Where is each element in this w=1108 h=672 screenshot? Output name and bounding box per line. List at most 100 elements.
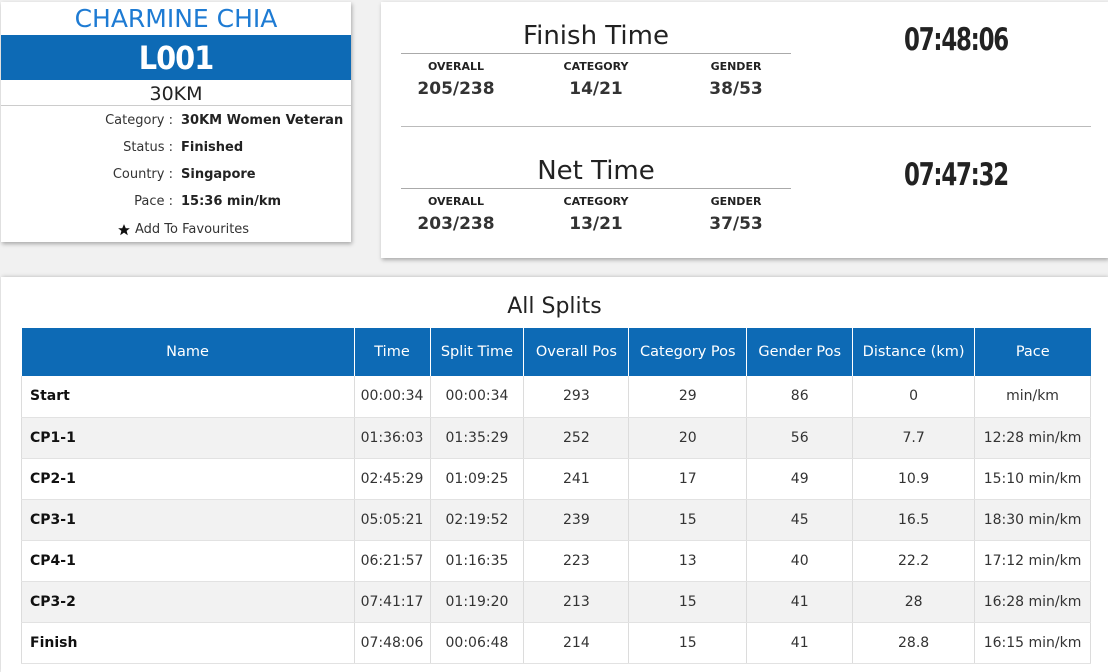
table-cell: 18:30 min/km (974, 499, 1091, 541)
info-value: Singapore (181, 167, 256, 182)
info-row-pace: Pace : 15:36 min/km (1, 193, 351, 211)
net-category: CATEGORY 13/21 (526, 189, 666, 235)
table-cell: 213 (523, 581, 630, 623)
pos-label: CATEGORY (563, 195, 629, 208)
finish-time-value: 07:48:06 (904, 22, 1009, 58)
athlete-card: CHARMINE CHIA L001 30KM Category : 30KM … (1, 2, 351, 242)
table-cell: 15 (628, 622, 748, 664)
finish-category: CATEGORY 14/21 (526, 54, 666, 100)
table-cell: 10.9 (852, 458, 976, 500)
table-cell: 239 (523, 499, 630, 541)
column-header-category-pos[interactable]: Category Pos (628, 328, 748, 376)
finish-time-title: Finish Time (401, 6, 791, 54)
add-to-favourites-link[interactable]: Add To Favourites (117, 221, 249, 239)
table-cell: 17:12 min/km (974, 540, 1091, 582)
table-row: Start 00:00:34 00:00:34 293 29 86 0 min/km (21, 376, 1091, 418)
bib-number: L001 (1, 35, 351, 80)
table-cell: 16:28 min/km (974, 581, 1091, 623)
net-time-title: Net Time (401, 141, 791, 189)
info-value: 15:36 min/km (181, 194, 282, 209)
table-cell: 22.2 (852, 540, 976, 582)
table-cell: 49 (746, 458, 854, 500)
table-cell: 252 (523, 417, 630, 459)
table-cell: 07:41:17 (354, 581, 431, 623)
finish-overall: OVERALL 205/238 (386, 54, 526, 100)
info-label: Status : (123, 140, 173, 155)
finish-gender: GENDER 38/53 (666, 54, 806, 100)
table-cell: CP2-1 (21, 458, 355, 500)
table-cell: 07:48:06 (354, 622, 431, 664)
table-cell: 01:19:20 (430, 581, 525, 623)
info-value: Finished (181, 140, 244, 155)
table-cell: 13 (628, 540, 748, 582)
table-cell: 56 (746, 417, 854, 459)
table-cell: 02:45:29 (354, 458, 431, 500)
finish-positions: OVERALL 205/238 CATEGORY 14/21 GENDER 38… (386, 54, 806, 100)
table-cell: 12:28 min/km (974, 417, 1091, 459)
table-cell: 28.8 (852, 622, 976, 664)
info-value: 30KM Women Veteran (181, 113, 344, 128)
pos-label: OVERALL (427, 60, 485, 73)
pos-label: GENDER (710, 195, 762, 208)
table-cell: min/km (974, 376, 1091, 418)
pos-value: 203/238 (417, 214, 495, 234)
table-cell: 214 (523, 622, 630, 664)
table-cell: 16:15 min/km (974, 622, 1091, 664)
table-cell: 01:09:25 (430, 458, 525, 500)
column-header-gender-pos[interactable]: Gender Pos (746, 328, 854, 376)
table-row: CP3-2 07:41:17 01:19:20 213 15 41 28 16:28 min/… (21, 581, 1091, 623)
splits-header-row: Name Time Split Time Overall Pos Categor… (21, 328, 1091, 376)
table-cell: Start (21, 376, 355, 418)
column-header-time[interactable]: Time (354, 328, 431, 376)
net-time-block: Net Time OVERALL 203/238 CATEGORY 13/21 … (401, 141, 791, 235)
column-header-overall-pos[interactable]: Overall Pos (523, 328, 630, 376)
info-label: Pace : (134, 194, 173, 209)
pos-value: 37/53 (709, 214, 763, 234)
pos-label: OVERALL (427, 195, 485, 208)
table-cell: 28 (852, 581, 976, 623)
table-cell: 40 (746, 540, 854, 582)
table-cell: 01:35:29 (430, 417, 525, 459)
pos-value: 13/21 (569, 214, 623, 234)
splits-table: Name Time Split Time Overall Pos Categor… (21, 328, 1091, 664)
table-cell: 00:06:48 (430, 622, 525, 664)
add-to-favourites-label: Add To Favourites (135, 222, 250, 237)
net-positions: OVERALL 203/238 CATEGORY 13/21 GENDER 37… (386, 189, 806, 235)
table-cell: 15 (628, 499, 748, 541)
column-header-pace[interactable]: Pace (974, 328, 1091, 376)
table-row: Finish 07:48:06 00:06:48 214 15 41 28.8 16:15 m… (21, 622, 1091, 664)
table-cell: 05:05:21 (354, 499, 431, 541)
table-cell: 15:10 min/km (974, 458, 1091, 500)
net-gender: GENDER 37/53 (666, 189, 806, 235)
table-cell: 02:19:52 (430, 499, 525, 541)
table-cell: 01:36:03 (354, 417, 431, 459)
race-distance: 30KM (1, 80, 351, 106)
table-row: CP2-1 02:45:29 01:09:25 241 17 49 10.9 15:10 mi… (21, 458, 1091, 500)
table-row: CP1-1 01:36:03 01:35:29 252 20 56 7.7 12:28 min… (21, 417, 1091, 459)
info-row-category: Category : 30KM Women Veteran (1, 112, 351, 130)
info-label: Country : (112, 167, 173, 182)
table-cell: CP4-1 (21, 540, 355, 582)
table-cell: 241 (523, 458, 630, 500)
pos-value: 38/53 (709, 79, 763, 99)
table-cell: 41 (746, 622, 854, 664)
table-cell: 86 (746, 376, 854, 418)
column-header-distance[interactable]: Distance (km) (852, 328, 976, 376)
table-cell: 06:21:57 (354, 540, 431, 582)
divider (401, 126, 1091, 127)
splits-title: All Splits (507, 294, 602, 319)
splits-card: All Splits Name Time Split Time Overall … (1, 277, 1108, 672)
table-row: CP4-1 06:21:57 01:16:35 223 13 40 22.2 17:12 mi… (21, 540, 1091, 582)
table-cell: Finish (21, 622, 355, 664)
table-cell: 223 (523, 540, 630, 582)
column-header-split-time[interactable]: Split Time (430, 328, 525, 376)
table-cell: 7.7 (852, 417, 976, 459)
table-cell: 15 (628, 581, 748, 623)
column-header-name[interactable]: Name (21, 328, 355, 376)
table-cell: 293 (523, 376, 630, 418)
table-cell: 41 (746, 581, 854, 623)
pos-label: CATEGORY (563, 60, 629, 73)
table-cell: 16.5 (852, 499, 976, 541)
table-cell: 17 (628, 458, 748, 500)
table-row: CP3-1 05:05:21 02:19:52 239 15 45 16.5 18:30 mi… (21, 499, 1091, 541)
